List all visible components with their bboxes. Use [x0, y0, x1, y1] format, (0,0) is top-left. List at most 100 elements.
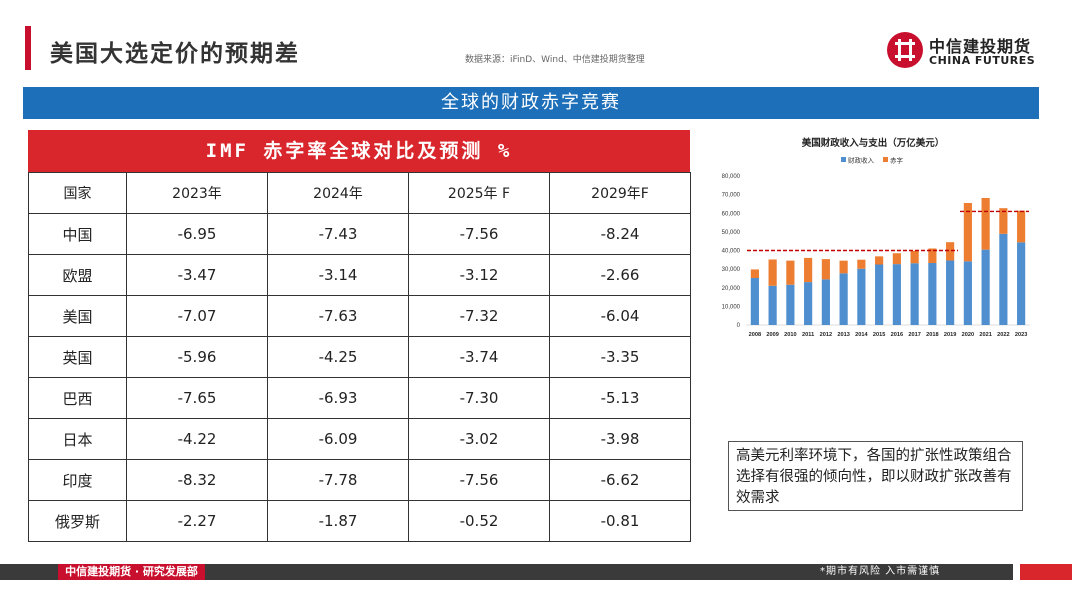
logo-text-cn: 中信建投期货	[929, 37, 1032, 56]
deficit-value-cell: -5.96	[126, 336, 268, 378]
deficit-value-cell: -2.27	[126, 500, 268, 542]
deficit-value-cell: -7.56	[408, 213, 550, 255]
bar-赤字	[857, 259, 866, 269]
deficit-value-cell: -0.81	[549, 500, 691, 542]
y-tick-label: 60,000	[722, 211, 741, 217]
x-tick-label: 2014	[855, 332, 868, 338]
x-tick-label: 2017	[908, 332, 920, 338]
y-tick-label: 10,000	[722, 304, 741, 310]
deficit-value-cell: -3.02	[408, 418, 550, 460]
legend-label: 赤字	[890, 156, 904, 165]
country-cell: 欧盟	[28, 254, 127, 296]
bar-财政收入	[786, 284, 795, 325]
column-header: 国家	[28, 172, 127, 214]
table-row: 巴西 -7.65 -6.93 -7.30 -5.13	[28, 377, 691, 419]
commentary-box: 高美元利率环境下，各国的扩张性政策组合选择有很强的倾向性，即以财政扩张改善有效需…	[728, 441, 1023, 511]
table-row: 俄罗斯 -2.27 -1.87 -0.52 -0.81	[28, 500, 691, 542]
column-header: 2029年F	[549, 172, 691, 214]
deficit-value-cell: -7.43	[267, 213, 409, 255]
deficit-value-cell: -7.65	[126, 377, 268, 419]
bar-财政收入	[999, 233, 1008, 325]
bar-赤字	[910, 250, 919, 264]
bar-赤字	[821, 259, 830, 280]
deficit-value-cell: -0.52	[408, 500, 550, 542]
bar-财政收入	[804, 282, 813, 325]
bar-财政收入	[875, 264, 884, 325]
deficit-value-cell: -3.35	[549, 336, 691, 378]
bar-财政收入	[821, 279, 830, 325]
table-row: 英国 -5.96 -4.25 -3.74 -3.35	[28, 336, 691, 378]
table-row: 印度 -8.32 -7.78 -7.56 -6.62	[28, 459, 691, 501]
x-tick-label: 2011	[802, 332, 814, 338]
footer-bar	[205, 564, 1013, 580]
chart-title: 美国财政收入与支出（万亿美元）	[801, 137, 945, 149]
deficit-value-cell: -3.98	[549, 418, 691, 460]
bar-赤字	[839, 260, 848, 274]
bar-赤字	[804, 257, 813, 283]
table-row: 日本 -4.22 -6.09 -3.02 -3.98	[28, 418, 691, 460]
bar-赤字	[750, 269, 759, 278]
x-tick-label: 2012	[820, 332, 832, 338]
deficit-value-cell: -6.09	[267, 418, 409, 460]
page-title: 美国大选定价的预期差	[50, 40, 300, 67]
deficit-table: IMF 赤字率全球对比及预测 % 国家 2023年 2024年 2025年 F 2029…	[28, 130, 691, 544]
bar-赤字	[981, 197, 990, 250]
deficit-value-cell: -3.74	[408, 336, 550, 378]
bar-财政收入	[1017, 242, 1026, 325]
y-tick-label: 30,000	[722, 267, 741, 273]
deficit-value-cell: -8.24	[549, 213, 691, 255]
bar-财政收入	[981, 249, 990, 325]
x-tick-label: 2018	[926, 332, 938, 338]
deficit-value-cell: -8.32	[126, 459, 268, 501]
deficit-value-cell: -6.93	[267, 377, 409, 419]
footer-risk-warning: *期市有风险 入市需谨慎	[820, 566, 941, 577]
deficit-value-cell: -7.63	[267, 295, 409, 337]
table-header-row: 国家 2023年 2024年 2025年 F 2029年F	[28, 172, 691, 214]
bar-财政收入	[750, 277, 759, 325]
x-tick-label: 2015	[873, 332, 885, 338]
country-cell: 俄罗斯	[28, 500, 127, 542]
x-tick-label: 2010	[784, 332, 796, 338]
deficit-value-cell: -7.07	[126, 295, 268, 337]
y-tick-label: 70,000	[722, 193, 741, 199]
country-cell: 美国	[28, 295, 127, 337]
legend-swatch	[883, 157, 888, 162]
country-cell: 印度	[28, 459, 127, 501]
bar-财政收入	[963, 261, 972, 325]
footer-left-bar	[0, 564, 58, 580]
country-cell: 日本	[28, 418, 127, 460]
y-tick-label: 40,000	[722, 249, 741, 255]
x-tick-label: 2023	[1015, 332, 1027, 338]
bar-财政收入	[928, 262, 937, 325]
us-fiscal-chart: 美国财政收入与支出（万亿美元） 财政收入 赤字 0 10,000 20,000 30,0…	[722, 137, 1030, 338]
bar-赤字	[946, 242, 955, 261]
x-tick-label: 2021	[979, 332, 991, 338]
x-tick-label: 2008	[749, 332, 761, 338]
table-row: 中国 -6.95 -7.43 -7.56 -8.24	[28, 213, 691, 255]
data-source-note: 数据来源：iFinD、Wind、中信建投期货整理	[465, 55, 645, 65]
x-tick-label: 2019	[944, 332, 956, 338]
deficit-value-cell: -2.66	[549, 254, 691, 296]
x-tick-label: 2016	[891, 332, 903, 338]
column-header: 2024年	[267, 172, 409, 214]
bar-赤字	[928, 248, 937, 263]
column-header: 2025年 F	[408, 172, 550, 214]
column-header: 2023年	[126, 172, 268, 214]
deficit-value-cell: -3.47	[126, 254, 268, 296]
bar-财政收入	[910, 263, 919, 325]
country-cell: 中国	[28, 213, 127, 255]
title-accent-bar	[25, 26, 31, 70]
x-tick-label: 2013	[837, 332, 849, 338]
bar-赤字	[875, 256, 884, 265]
deficit-value-cell: -1.87	[267, 500, 409, 542]
bar-赤字	[963, 202, 972, 262]
bar-赤字	[786, 260, 795, 285]
y-tick-label: 0	[737, 323, 741, 329]
deficit-value-cell: -4.25	[267, 336, 409, 378]
logo-emblem-icon	[887, 32, 923, 68]
table-row: 欧盟 -3.47 -3.14 -3.12 -2.66	[28, 254, 691, 296]
logo-text-en: CHINA FUTURES	[929, 54, 1036, 67]
company-logo: 中信建投期货 CHINA FUTURES	[887, 32, 1057, 72]
x-tick-label: 2022	[997, 332, 1009, 338]
bar-财政收入	[892, 264, 901, 325]
